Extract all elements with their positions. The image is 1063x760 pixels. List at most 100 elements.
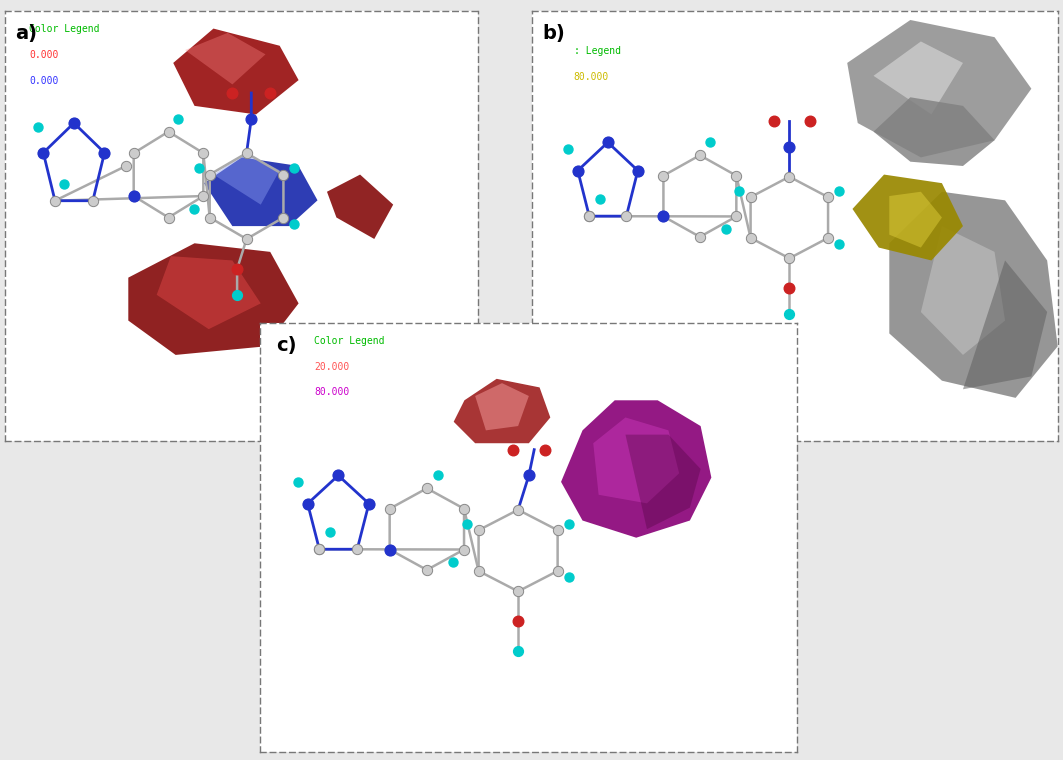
Point	[238, 147, 255, 159]
Point	[96, 147, 113, 159]
Point	[330, 470, 347, 482]
Point	[591, 193, 608, 205]
Point	[201, 211, 218, 223]
Point	[580, 210, 597, 222]
Point	[655, 211, 672, 223]
Point	[185, 203, 202, 215]
Point	[125, 190, 142, 202]
Point	[382, 543, 399, 556]
Polygon shape	[327, 175, 393, 239]
Point	[655, 211, 672, 223]
Point	[691, 149, 708, 161]
Point	[195, 190, 212, 202]
Point	[765, 115, 782, 127]
Point	[820, 191, 837, 203]
Point	[299, 498, 316, 510]
Point	[349, 543, 366, 556]
Polygon shape	[454, 378, 551, 443]
Point	[600, 136, 617, 148]
Point	[299, 498, 316, 510]
Point	[322, 526, 339, 538]
Polygon shape	[475, 383, 529, 430]
Point	[261, 87, 279, 99]
Text: 0.000: 0.000	[29, 50, 58, 60]
Text: b): b)	[542, 24, 564, 43]
Polygon shape	[204, 157, 318, 226]
Point	[419, 564, 436, 576]
Point	[629, 164, 646, 176]
Point	[781, 252, 798, 264]
Point	[509, 645, 526, 657]
Point	[66, 117, 83, 129]
Point	[629, 164, 646, 176]
Point	[730, 185, 747, 197]
Point	[275, 169, 292, 181]
Point	[504, 444, 521, 456]
Point	[330, 470, 347, 482]
Point	[781, 171, 798, 183]
Point	[509, 616, 526, 628]
Point	[310, 543, 327, 556]
Point	[742, 232, 759, 244]
Point	[691, 231, 708, 243]
Point	[728, 211, 745, 223]
Polygon shape	[173, 29, 299, 115]
Text: : Legend: : Legend	[574, 46, 621, 55]
Point	[742, 191, 759, 203]
Point	[96, 147, 113, 159]
Point	[781, 282, 798, 294]
Point	[509, 504, 526, 516]
Point	[56, 178, 73, 190]
Polygon shape	[890, 192, 942, 248]
Point	[820, 232, 837, 244]
Point	[35, 147, 52, 159]
Point	[201, 169, 218, 181]
Point	[802, 115, 819, 127]
Point	[550, 524, 567, 537]
Point	[195, 147, 212, 159]
Point	[382, 502, 399, 515]
Point	[382, 543, 399, 556]
Polygon shape	[593, 417, 679, 503]
Point	[509, 585, 526, 597]
Point	[561, 572, 578, 584]
Point	[600, 136, 617, 148]
Point	[655, 169, 672, 182]
Polygon shape	[847, 20, 1031, 157]
Polygon shape	[129, 243, 299, 355]
Point	[560, 143, 577, 155]
Point	[570, 164, 587, 176]
Point	[728, 169, 745, 182]
Point	[285, 218, 302, 230]
Polygon shape	[921, 226, 1005, 355]
Point	[169, 112, 186, 125]
Point	[618, 210, 635, 222]
Point	[570, 164, 587, 176]
Point	[550, 565, 567, 577]
Point	[718, 223, 735, 236]
Point	[702, 136, 719, 148]
Point	[191, 162, 208, 174]
Point	[275, 211, 292, 223]
Point	[470, 524, 487, 537]
Point	[285, 162, 302, 174]
Point	[161, 211, 178, 223]
Point	[521, 470, 537, 482]
Point	[444, 556, 461, 568]
Point	[456, 502, 473, 515]
Polygon shape	[625, 435, 701, 529]
Text: 0.000: 0.000	[29, 76, 58, 86]
Polygon shape	[185, 33, 266, 84]
Point	[470, 565, 487, 577]
Point	[125, 147, 142, 159]
Point	[537, 444, 554, 456]
Polygon shape	[156, 256, 260, 329]
Point	[360, 498, 377, 510]
Polygon shape	[874, 42, 963, 115]
Point	[781, 141, 798, 153]
Point	[310, 543, 327, 556]
Point	[66, 117, 83, 129]
Point	[831, 185, 848, 197]
Point	[161, 125, 178, 138]
Point	[224, 87, 241, 99]
